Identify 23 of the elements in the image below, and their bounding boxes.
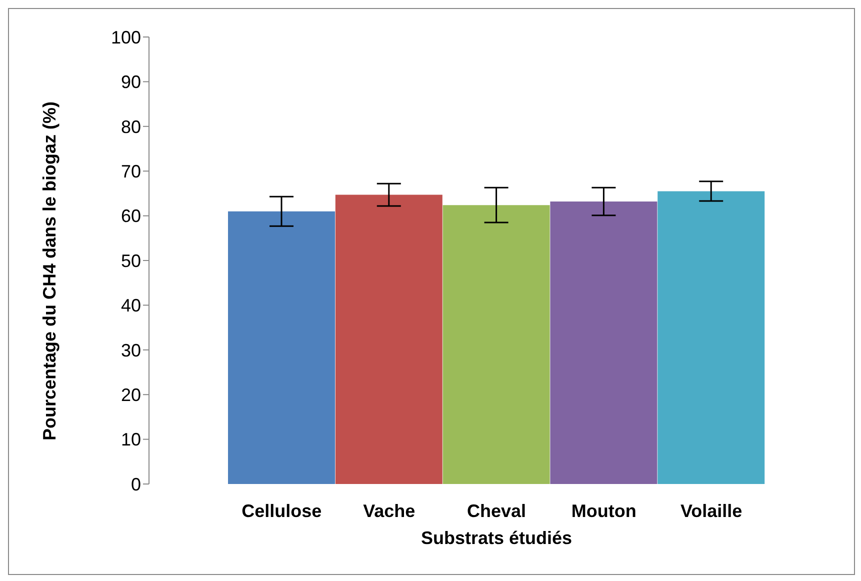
y-tick-label: 10 xyxy=(120,430,141,450)
y-tick-label: 20 xyxy=(120,384,141,405)
y-axis-title: Pourcentage du CH4 dans le biogaz (%) xyxy=(39,101,60,440)
y-tick-label: 100 xyxy=(110,27,141,48)
x-tick-label: Cellulose xyxy=(242,500,322,521)
y-tick-label: 0 xyxy=(130,474,141,494)
y-tick-label: 70 xyxy=(120,161,141,182)
y-tick-label: 40 xyxy=(120,296,141,316)
bar xyxy=(658,191,765,484)
y-tick-label: 90 xyxy=(120,72,141,92)
x-tick-label: Mouton xyxy=(571,500,636,521)
bar xyxy=(550,201,658,484)
x-tick-label: Vache xyxy=(363,500,416,521)
y-tick-label: 60 xyxy=(120,206,141,226)
y-tick-label: 50 xyxy=(120,250,141,271)
y-tick-label: 80 xyxy=(120,116,141,137)
x-tick-label: Volaille xyxy=(680,500,742,521)
x-axis-title: Substrats étudiés xyxy=(420,528,572,548)
bar xyxy=(335,194,442,484)
bar xyxy=(228,211,335,484)
y-tick-label: 30 xyxy=(120,340,141,360)
x-tick-label: Cheval xyxy=(466,500,526,521)
bar xyxy=(442,205,550,484)
